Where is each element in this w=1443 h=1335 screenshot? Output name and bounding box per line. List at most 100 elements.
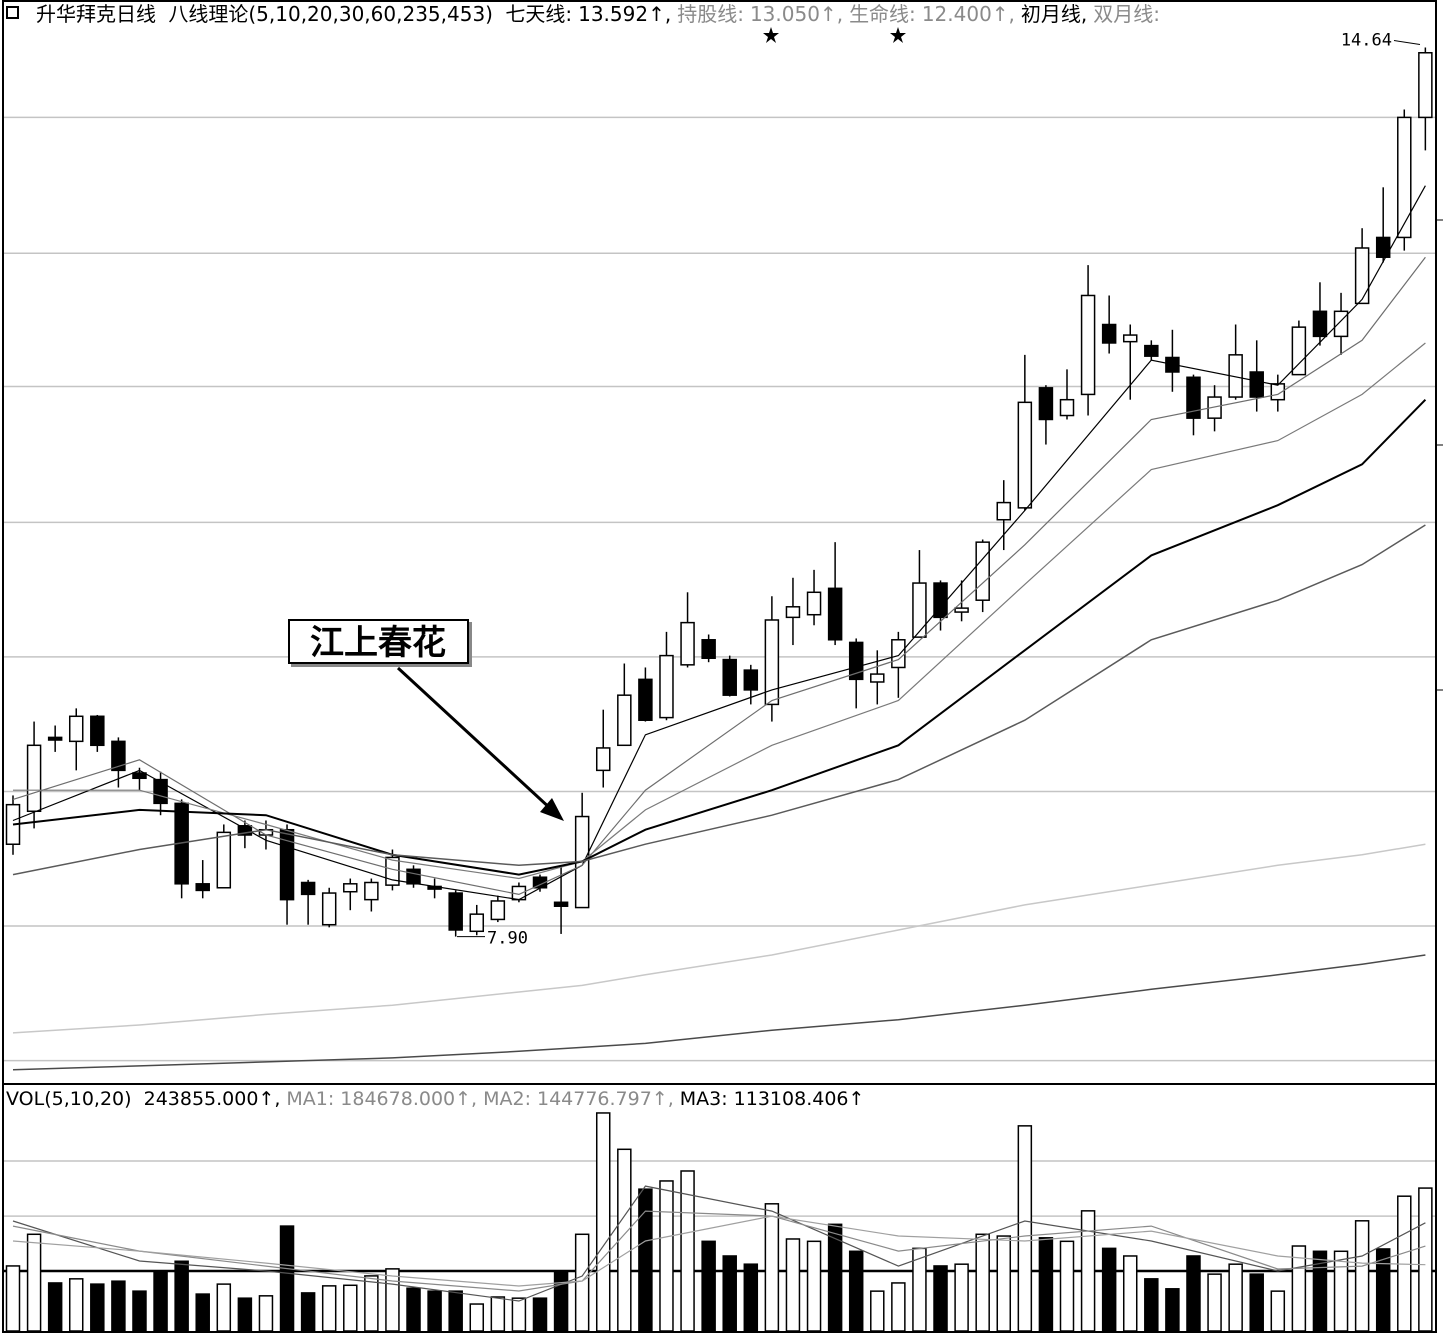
header-item-label: 双月线: [1093,2,1161,26]
volume-item-label: MA2: [483,1088,531,1110]
candle-body [1312,310,1328,338]
volume-bar [659,1180,674,1332]
volume-bar [595,1112,611,1332]
candle-body [1122,334,1138,343]
candle-body [1270,383,1286,401]
candle-body [1333,310,1349,338]
volume-bar [806,1240,822,1332]
candle-body [1080,294,1096,396]
main-header: 升华拜克日线 八线理论(5,10,20,30,60,235,453) 七天线: 1… [36,2,1436,26]
volume-bar [785,1238,801,1332]
candle-body [785,606,801,619]
ma-line [12,843,1426,1034]
volume-bar [469,1303,485,1332]
volume-bar [511,1297,527,1332]
volume-bar [26,1233,42,1332]
candle-body [617,694,632,747]
volume-bar [195,1293,210,1332]
volume-bar [68,1278,84,1332]
volume-bar [1122,1255,1138,1332]
candle-body [1418,52,1433,119]
volume-bar [153,1270,168,1332]
volume-bar [490,1296,506,1332]
volume-bar [996,1235,1012,1332]
candle-body [490,900,506,921]
volume-bar [954,1263,969,1332]
header-item-label: 生命线: [849,2,916,26]
volume-bar [406,1287,421,1332]
header-item-label: 初月线, [1020,2,1088,26]
volume-bar [1354,1220,1370,1332]
candle-body [1249,371,1264,398]
volume-bar [321,1285,337,1332]
volume-bar [1270,1290,1286,1332]
candle-body [132,772,147,780]
volume-header: VOL(5,10,20) 243855.000↑, MA1: 184678.000↑… [6,1087,1426,1111]
signal-star [890,27,906,43]
callout-text: 江上春花 [310,624,446,662]
volume-item-value: 243855.000↑, [143,1088,281,1110]
header-item-label: 持股线: [677,2,744,26]
candle-body [68,715,84,743]
candle-body [722,658,737,696]
volume-bar [722,1255,737,1332]
candle-body [595,747,611,772]
candle-body [111,740,126,772]
candle-body [216,831,232,889]
ma-line [13,342,1426,880]
candle-body [1101,323,1117,344]
candle-body [743,669,759,691]
volume-item-label: MA3: [679,1088,728,1110]
ma-line [12,954,1426,1071]
candle-body [385,856,400,886]
annotation-leader [1393,39,1421,45]
volume-bar [1059,1240,1075,1332]
candle-body [1291,326,1307,376]
volume-bar [5,1265,21,1332]
callout-box [288,619,469,664]
volume-bar [638,1188,653,1332]
volume-bar [1333,1250,1349,1332]
ma-line [12,1185,1426,1302]
candle-body [1038,387,1054,421]
candle-body [870,673,885,683]
menu-icon[interactable] [6,6,19,19]
volume-bar [216,1283,232,1332]
volume-bar [1312,1250,1328,1332]
candle-body [1375,236,1391,258]
candle-body [848,641,864,681]
annotation-label: 7.90 [487,929,528,949]
volume-bar [553,1270,569,1332]
volume-bar [1228,1263,1243,1332]
volume-bar [848,1250,864,1332]
candle-body [764,619,780,706]
candle-body [47,736,63,741]
candle-body [1017,401,1033,509]
header-item-value: 13.592↑, [578,2,672,26]
volume-bar [385,1268,400,1332]
volume-bar [132,1290,147,1332]
volume-bar [1080,1210,1096,1332]
candle-body [1144,344,1159,357]
candle-body [1186,376,1201,419]
volume-title: VOL(5,10,20) [6,1088,132,1110]
volume-bar [343,1284,358,1332]
candle-body [364,881,379,901]
callout-arrowhead [540,798,564,821]
candle-body [954,607,969,613]
volume-bar [47,1282,63,1332]
candle-body [469,913,485,933]
candle-body [300,881,316,896]
candle-body [680,621,695,666]
volume-item-value: 184678.000↑, [340,1088,478,1110]
ma-line [12,399,1427,876]
volume-bar [364,1275,379,1332]
candle-body [806,591,822,616]
volume-bar [827,1223,843,1332]
volume-bar [743,1263,759,1332]
callout-arrow [396,666,554,812]
marks: 14.64 7.90 [5,30,1433,1332]
candle-body [406,868,421,885]
volume-bar [1101,1247,1117,1332]
callout: 江上春花 [288,619,564,821]
